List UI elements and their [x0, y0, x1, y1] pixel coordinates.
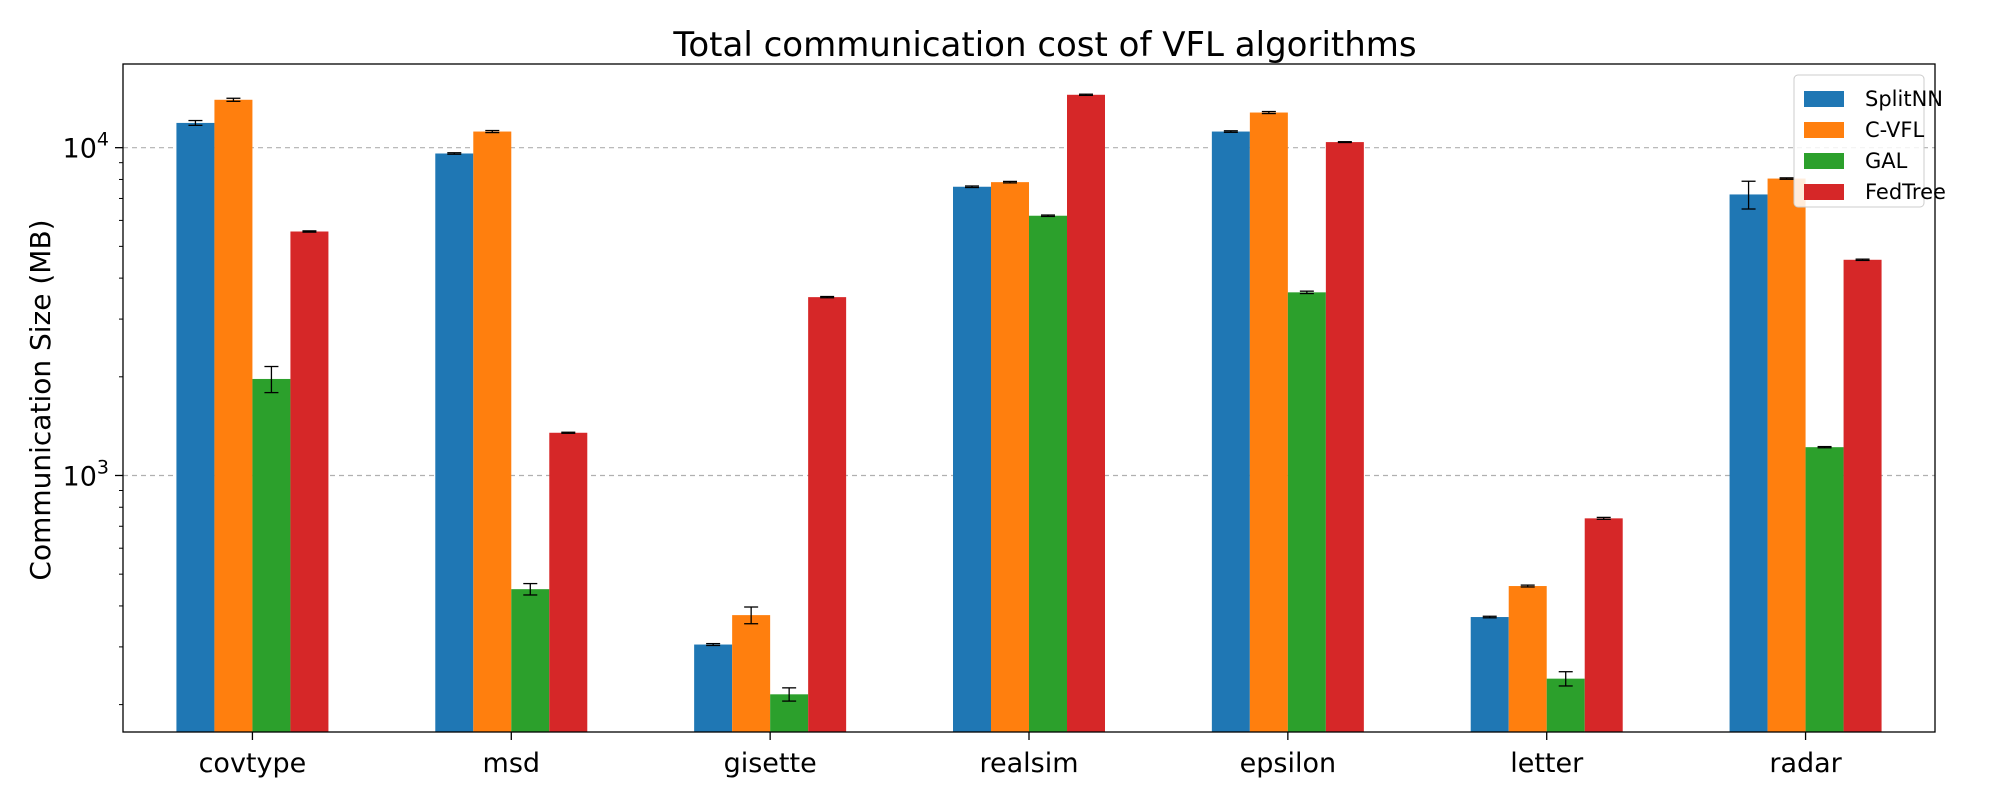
- bar-splitnn-epsilon: [1211, 131, 1250, 732]
- chart-title: Total communication cost of VFL algorith…: [672, 25, 1416, 65]
- bar-fedtree-realsim: [1067, 94, 1105, 733]
- bar-gal-realsim: [1029, 215, 1067, 733]
- bar-splitnn-covtype: [176, 122, 215, 733]
- bar-gal-letter: [1546, 678, 1585, 732]
- bar-gal-covtype: [252, 378, 291, 732]
- x-tick-label: msd: [483, 748, 541, 779]
- x-tick-label: radar: [1769, 748, 1842, 779]
- y-tick-exponent: 3: [97, 456, 109, 478]
- x-tick-label: letter: [1510, 748, 1584, 779]
- bar-splitnn-letter: [1470, 617, 1509, 732]
- error-bars: [188, 93, 1870, 702]
- bar-fedtree-letter: [1584, 518, 1623, 732]
- bar-splitnn-realsim: [953, 186, 991, 732]
- bar-fedtree-radar: [1843, 259, 1882, 732]
- bar-splitnn-msd: [435, 153, 474, 732]
- y-tick-label: 103: [63, 456, 109, 492]
- bar-gal-msd: [511, 589, 550, 732]
- bar-c-vfl-msd: [473, 131, 512, 732]
- legend-label: GAL: [1865, 149, 1908, 173]
- bar-fedtree-gisette: [808, 297, 847, 732]
- legend-swatch: [1804, 184, 1844, 200]
- bar-splitnn-radar: [1729, 194, 1768, 732]
- legend-label: C-VFL: [1865, 118, 1924, 142]
- x-tick-label: gisette: [724, 748, 817, 779]
- bar-fedtree-covtype: [290, 231, 329, 732]
- bar-c-vfl-radar: [1767, 178, 1806, 732]
- legend-box: [1793, 74, 1925, 208]
- x-tick-label: realsim: [979, 748, 1078, 779]
- x-tick-label: epsilon: [1240, 748, 1336, 779]
- bar-fedtree-epsilon: [1325, 142, 1364, 732]
- legend: SplitNN C-VFL GAL FedTree: [1793, 74, 1946, 208]
- bar-c-vfl-covtype: [214, 99, 253, 732]
- legend-label: FedTree: [1865, 180, 1946, 204]
- bars: [176, 94, 1882, 733]
- legend-swatch: [1804, 91, 1844, 107]
- y-tick-base: 10: [63, 461, 97, 492]
- legend-label: SplitNN: [1865, 87, 1943, 111]
- x-tick-label: covtype: [199, 748, 307, 779]
- bar-c-vfl-epsilon: [1249, 112, 1288, 733]
- y-tick-label: 104: [63, 129, 109, 165]
- bar-fedtree-msd: [549, 432, 588, 732]
- bar-c-vfl-letter: [1508, 586, 1547, 732]
- y-axis-label: Communication Size (MB): [24, 219, 57, 580]
- legend-swatch: [1804, 153, 1844, 169]
- grid-lines: [123, 147, 1935, 477]
- y-tick-exponent: 4: [97, 129, 109, 151]
- bar-gal-epsilon: [1287, 292, 1326, 732]
- legend-swatch: [1804, 122, 1844, 138]
- y-tick-base: 10: [63, 134, 97, 165]
- bar-c-vfl-realsim: [991, 182, 1029, 732]
- bar-gal-radar: [1805, 447, 1844, 732]
- bar-c-vfl-gisette: [732, 615, 771, 732]
- bar-splitnn-gisette: [694, 644, 733, 732]
